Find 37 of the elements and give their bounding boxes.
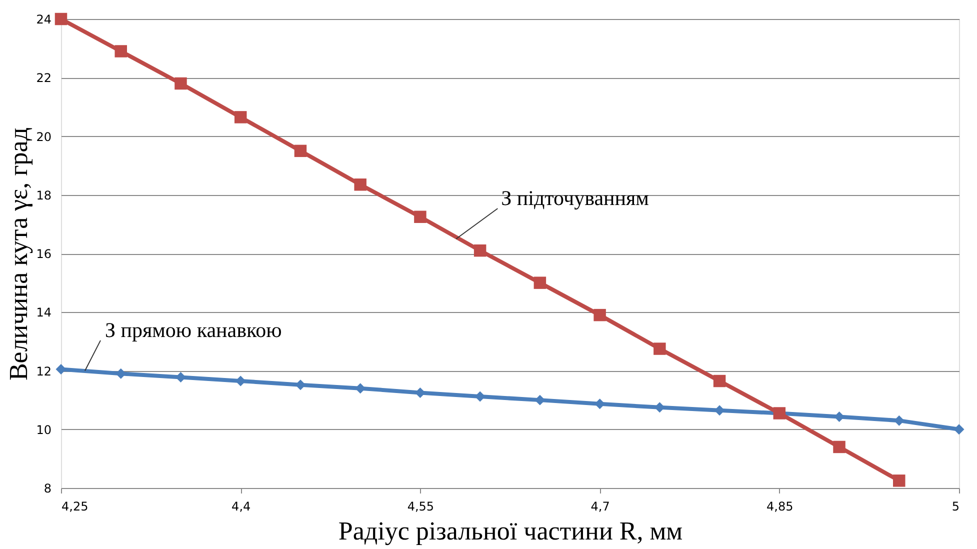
x-tick-label: 4,25 xyxy=(62,500,88,514)
point xyxy=(414,210,426,223)
point xyxy=(354,178,366,191)
point xyxy=(954,424,964,435)
x-tick-label: 5 xyxy=(952,500,960,514)
point xyxy=(295,380,306,390)
x-tick-label: 4,7 xyxy=(590,500,610,514)
point xyxy=(294,144,307,158)
point xyxy=(174,77,187,90)
y-tick-label: 12 xyxy=(36,364,52,378)
x-axis-title: Радіус різальної частини R, мм xyxy=(338,516,683,546)
point xyxy=(54,12,68,26)
point xyxy=(234,111,247,124)
y-tick-label: 16 xyxy=(36,247,52,261)
y-tick-label: 10 xyxy=(36,422,52,437)
y-tick-label: 24 xyxy=(36,12,52,26)
point xyxy=(534,276,546,289)
annotation: З прямою канавкою xyxy=(104,318,282,342)
point xyxy=(894,415,904,426)
point xyxy=(474,391,486,402)
point xyxy=(713,374,726,388)
y-tick-label: 18 xyxy=(36,188,52,202)
y-tick-label: 20 xyxy=(36,130,52,144)
annotation: З підточуванням xyxy=(501,186,649,210)
point xyxy=(833,440,846,454)
point xyxy=(654,342,666,355)
x-tick-label: 4,4 xyxy=(232,500,251,514)
point xyxy=(474,244,486,257)
x-tick-label: 4,85 xyxy=(766,500,794,514)
y-axis-title: Величина кута γε, град xyxy=(4,127,34,381)
y-tick-label: 22 xyxy=(36,71,52,86)
x-tick-label: 4,55 xyxy=(407,500,434,514)
point xyxy=(893,474,906,487)
point xyxy=(114,45,127,58)
y-tick-label: 8 xyxy=(44,482,52,496)
point xyxy=(594,308,606,322)
y-tick-label: 14 xyxy=(36,306,52,320)
